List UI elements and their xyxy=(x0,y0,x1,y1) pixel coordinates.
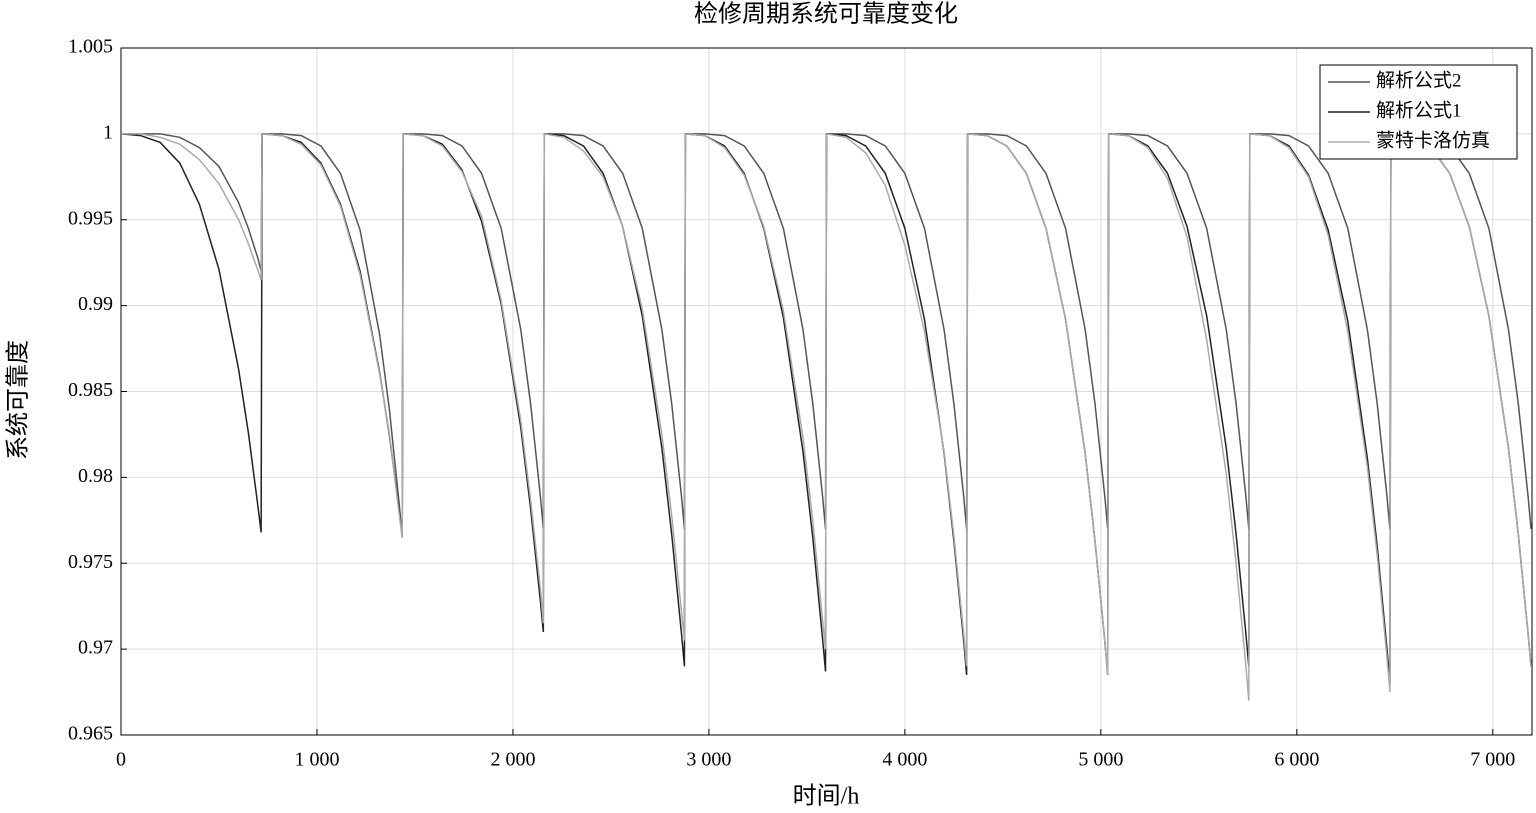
x-tick-label: 5 000 xyxy=(1078,749,1123,771)
y-tick-label: 0.965 xyxy=(68,723,113,745)
x-tick-label: 6 000 xyxy=(1274,749,1319,771)
y-tick-label: 0.97 xyxy=(78,637,113,659)
x-tick-label: 7 000 xyxy=(1470,749,1515,771)
y-tick-label: 0.995 xyxy=(68,207,113,229)
x-tick-label: 0 xyxy=(116,749,126,771)
y-tick-label: 0.99 xyxy=(78,293,113,315)
x-tick-label: 3 000 xyxy=(686,749,731,771)
y-tick-label: 1 xyxy=(103,121,113,143)
y-tick-label: 0.985 xyxy=(68,379,113,401)
legend-label: 解析公式1 xyxy=(1376,99,1462,121)
legend-label: 蒙特卡洛仿真 xyxy=(1376,129,1490,151)
y-tick-label: 0.98 xyxy=(78,465,113,487)
x-tick-label: 1 000 xyxy=(294,749,339,771)
y-tick-label: 1.005 xyxy=(68,36,113,58)
x-axis-label: 时间/h xyxy=(793,783,860,810)
y-axis-label: 系统可靠度 xyxy=(5,340,32,460)
chart-title: 检修周期系统可靠度变化 xyxy=(694,1,958,28)
y-tick-label: 0.975 xyxy=(68,551,113,573)
plot-frame xyxy=(120,47,1533,736)
legend-label: 解析公式2 xyxy=(1376,69,1462,91)
x-tick-label: 2 000 xyxy=(490,749,535,771)
x-tick-label: 4 000 xyxy=(882,749,927,771)
series-line xyxy=(121,132,1532,701)
